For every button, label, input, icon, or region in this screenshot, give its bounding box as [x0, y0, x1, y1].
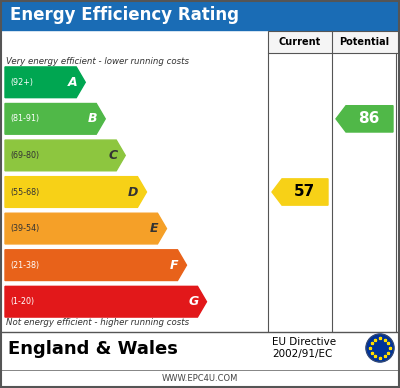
Bar — [268, 31, 399, 53]
Polygon shape — [5, 67, 85, 98]
Circle shape — [366, 334, 394, 362]
Text: (39-54): (39-54) — [10, 224, 39, 233]
Text: Not energy efficient - higher running costs: Not energy efficient - higher running co… — [6, 318, 189, 327]
Text: A: A — [68, 76, 77, 89]
Text: D: D — [128, 185, 138, 199]
Text: (55-68): (55-68) — [10, 187, 39, 196]
Text: C: C — [108, 149, 117, 162]
Text: 57: 57 — [293, 185, 315, 199]
Text: G: G — [188, 295, 198, 308]
Text: (69-80): (69-80) — [10, 151, 39, 160]
Polygon shape — [336, 106, 393, 132]
Polygon shape — [5, 250, 186, 281]
Polygon shape — [5, 177, 146, 207]
Text: (1-20): (1-20) — [10, 297, 34, 306]
Text: B: B — [88, 113, 97, 125]
Text: 2002/91/EC: 2002/91/EC — [272, 349, 332, 359]
Text: (21-38): (21-38) — [10, 261, 39, 270]
Text: E: E — [150, 222, 158, 235]
Text: (92+): (92+) — [10, 78, 33, 87]
Polygon shape — [5, 104, 105, 134]
Polygon shape — [5, 213, 166, 244]
Polygon shape — [272, 179, 328, 205]
Text: Very energy efficient - lower running costs: Very energy efficient - lower running co… — [6, 57, 189, 66]
Text: WWW.EPC4U.COM: WWW.EPC4U.COM — [162, 374, 238, 383]
Text: Current: Current — [279, 37, 321, 47]
Text: 86: 86 — [358, 111, 379, 126]
Bar — [1, 1, 399, 30]
Polygon shape — [5, 286, 206, 317]
Text: Energy Efficiency Rating: Energy Efficiency Rating — [10, 6, 239, 24]
Text: England & Wales: England & Wales — [8, 340, 178, 358]
Polygon shape — [5, 140, 125, 171]
Text: (81-91): (81-91) — [10, 114, 39, 123]
Text: Potential: Potential — [340, 37, 390, 47]
Text: EU Directive: EU Directive — [272, 337, 336, 347]
Text: F: F — [170, 259, 178, 272]
